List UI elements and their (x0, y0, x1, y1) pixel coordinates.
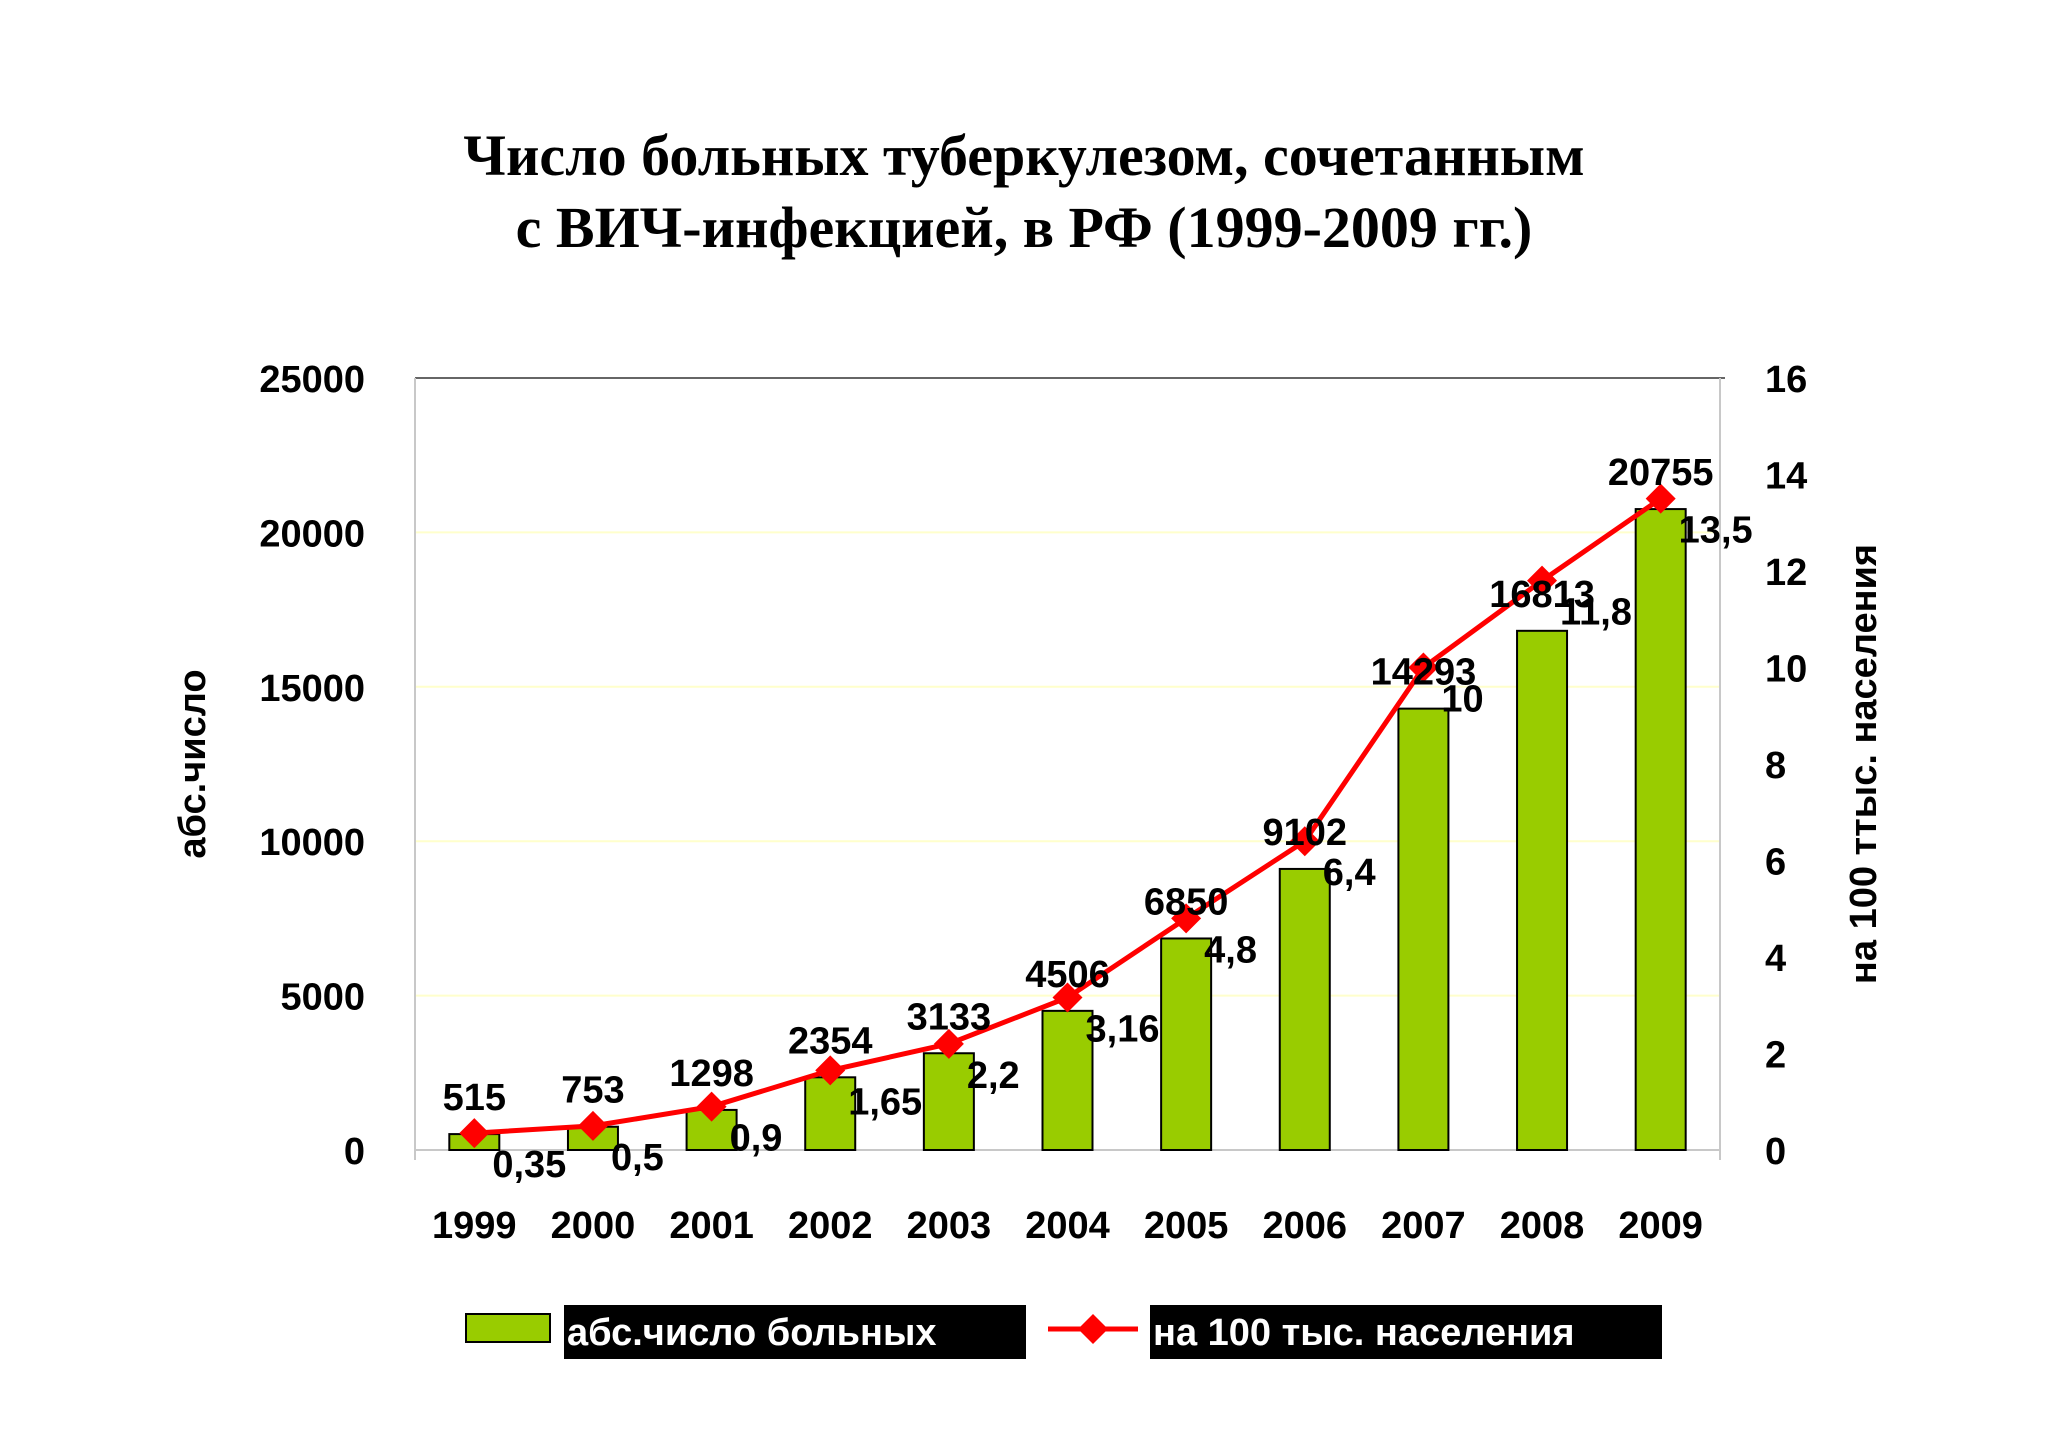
y-left-tick-label: 15000 (259, 668, 365, 710)
line-marker (1527, 565, 1558, 596)
line-marker (459, 1118, 490, 1149)
bar-value-label: 3133 (907, 996, 992, 1038)
y-left-tick-label: 0 (344, 1131, 365, 1173)
y-left-tick-label: 5000 (280, 977, 365, 1019)
legend-line-marker (1078, 1314, 1108, 1344)
x-tick-label: 2005 (1144, 1205, 1229, 1247)
chart-title: Число больных туберкулезом, сочетанным с… (0, 120, 2048, 264)
y-right-tick-label: 2 (1765, 1035, 1786, 1077)
y-right-tick-label: 16 (1765, 359, 1807, 401)
legend-bar-label-bg (564, 1305, 1026, 1359)
x-tick-label: 1999 (432, 1205, 517, 1247)
line-value-label: 3,16 (1086, 1009, 1160, 1051)
y-right-tick-label: 14 (1765, 456, 1807, 498)
x-tick-label: 2008 (1500, 1205, 1585, 1247)
x-tick-label: 2000 (551, 1205, 636, 1247)
y-right-tick-label: 12 (1765, 552, 1807, 594)
line-value-label: 10 (1441, 679, 1483, 721)
line-marker (1408, 652, 1439, 683)
line-value-label: 6,4 (1323, 852, 1376, 894)
line-value-label: 0,9 (730, 1118, 783, 1160)
x-tick-label: 2007 (1381, 1205, 1466, 1247)
line-value-label: 4,8 (1204, 929, 1257, 971)
x-tick-label: 2003 (907, 1205, 992, 1247)
x-tick-label: 2004 (1025, 1205, 1110, 1247)
y-right-tick-label: 10 (1765, 649, 1807, 691)
line-value-label: 13,5 (1679, 510, 1753, 552)
bar-value-label: 4506 (1025, 954, 1110, 996)
legend-line-label: на 100 тыс. населения (1153, 1312, 1575, 1354)
bar (1041, 1009, 1094, 1152)
y-left-tick-label: 25000 (259, 359, 365, 401)
bar-value-label: 20755 (1608, 452, 1714, 494)
bar-value-label: 2354 (788, 1020, 873, 1062)
bar (922, 1052, 975, 1151)
legend-line-label-bg (1150, 1305, 1662, 1359)
legend: абс.число больных на 100 тыс. населения (465, 1305, 1662, 1359)
line-marker (933, 1028, 964, 1059)
line-marker (815, 1055, 846, 1086)
y-right-tick-label: 8 (1765, 745, 1786, 787)
bar-value-label: 753 (561, 1070, 624, 1112)
y-left-tick-label: 20000 (259, 513, 365, 555)
x-tick-label: 2009 (1618, 1205, 1703, 1247)
bar-value-label: 1298 (669, 1053, 754, 1095)
bar (1516, 629, 1569, 1151)
bar (804, 1076, 857, 1151)
bar-value-label: 6850 (1144, 881, 1229, 923)
bar (1160, 937, 1213, 1151)
y-left-axis-title: абс.число (172, 669, 214, 858)
line-marker (696, 1091, 727, 1122)
bar-value-label: 16813 (1489, 574, 1595, 616)
line-value-label: 1,65 (848, 1081, 922, 1123)
line-series (459, 483, 1676, 1149)
y-left-tick-label: 10000 (259, 822, 365, 864)
tick-labels: 0 5000 10000 15000 20000 25000 0 2 4 6 8 10 12 14 16 19… (172, 359, 1885, 1247)
x-tick-label: 2001 (669, 1205, 754, 1247)
bar-value-label: 515 (443, 1077, 506, 1119)
y-right-tick-label: 0 (1765, 1131, 1786, 1173)
line-value-label: 0,35 (492, 1144, 566, 1186)
legend-bar-swatch (465, 1313, 551, 1343)
y-right-tick-label: 4 (1765, 938, 1786, 980)
bar-value-label: 9102 (1262, 812, 1347, 854)
line-value-label: 11,8 (1560, 592, 1632, 634)
y-right-axis-title: на 100 ттыс. населения (1843, 544, 1885, 984)
bar-series (448, 508, 1687, 1152)
bar (1634, 508, 1687, 1152)
bar-value-label: 14293 (1371, 652, 1477, 694)
y-right-tick-label: 6 (1765, 842, 1786, 884)
line-marker (1289, 826, 1320, 857)
legend-bar-label: абс.число больных (567, 1312, 937, 1354)
line-value-label: 2,2 (967, 1055, 1020, 1097)
bar (1397, 707, 1450, 1151)
data-labels: 515 753 1298 2354 3133 4506 6850 9102 14293 16813… (443, 452, 1753, 1186)
x-tick-label: 2006 (1262, 1205, 1347, 1247)
line-marker (577, 1110, 608, 1141)
x-tick-label: 2002 (788, 1205, 873, 1247)
bar (1278, 867, 1331, 1151)
line-marker (1645, 483, 1676, 514)
line-value-label: 0,5 (611, 1137, 664, 1179)
line-marker (1171, 903, 1202, 934)
line-marker (1052, 982, 1083, 1013)
chart-title-line2: с ВИЧ-инфекцией, в РФ (1999-2009 гг.) (515, 195, 1533, 260)
chart-title-line1: Число больных туберкулезом, сочетанным (463, 123, 1585, 188)
